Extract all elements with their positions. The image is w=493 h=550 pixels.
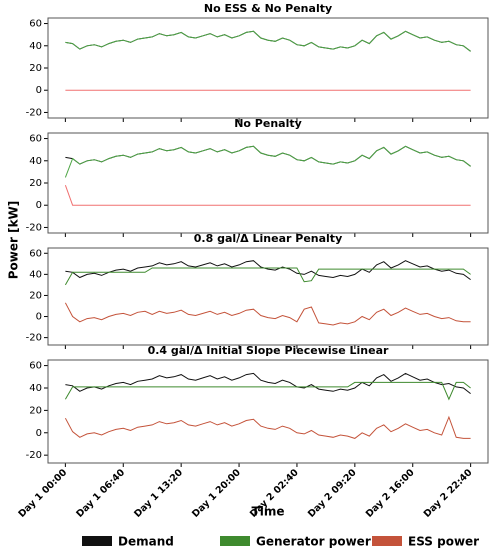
legend-swatch [82,536,112,546]
x-tick-label: Day 2 22:40 [422,467,475,520]
plot-frame [47,132,489,234]
series-line [65,30,471,52]
x-tick-label: Day 1 20:00 [190,467,243,520]
y-tick-label: 20 [29,405,42,416]
y-tick-label: 0 [36,200,42,211]
plot-frame [47,247,489,346]
y-tick-label: 60 [29,248,42,259]
y-tick-label: -20 [26,450,42,461]
plot-frame [47,17,489,119]
legend-label: Generator power [256,535,371,549]
y-tick-label: 20 [29,178,42,189]
y-tick-label: 40 [29,41,42,52]
y-tick-label: 0 [36,428,42,439]
series-line [64,267,471,286]
chart-title: 0.4 gal/Δ Initial Slope Piecewise Linear [148,344,389,357]
y-tick-label: -20 [26,222,42,233]
series-line [64,145,471,178]
y-tick-label: 60 [29,134,42,145]
chart-title: 0.8 gal/Δ Linear Penalty [194,232,342,245]
chart-title: No ESS & No Penalty [204,2,332,15]
y-tick-label: 40 [29,156,42,167]
series-line [64,185,471,206]
y-tick-label: 0 [36,312,42,323]
series-line [65,260,471,281]
x-axis-label: Time [252,505,285,519]
chart-title: No Penalty [234,117,302,130]
series-line [65,372,471,394]
series-line [64,381,471,401]
y-axis-label: Power [kW] [7,201,21,280]
x-tick-label: Day 1 13:20 [132,467,185,520]
y-tick-label: 20 [29,63,42,74]
x-tick-label: Day 1 06:40 [74,467,127,520]
x-tick-label: Day 2 09:20 [306,467,359,520]
series-line [64,415,471,439]
y-tick-label: -20 [26,333,42,344]
y-tick-label: -20 [26,107,42,118]
y-tick-label: 40 [29,269,42,280]
legend-swatch [372,536,402,546]
x-tick-label: Day 2 16:00 [364,467,417,520]
series-line [64,302,471,326]
y-tick-label: 0 [36,85,42,96]
plot-frame [47,359,489,464]
y-tick-label: 40 [29,383,42,394]
legend-label: Demand [118,535,174,549]
x-tick-label: Day 1 00:00 [16,467,69,520]
y-tick-label: 20 [29,290,42,301]
legend-swatch [220,536,250,546]
legend-label: ESS power [408,535,479,549]
y-tick-label: 60 [29,361,42,372]
y-tick-label: 60 [29,19,42,30]
